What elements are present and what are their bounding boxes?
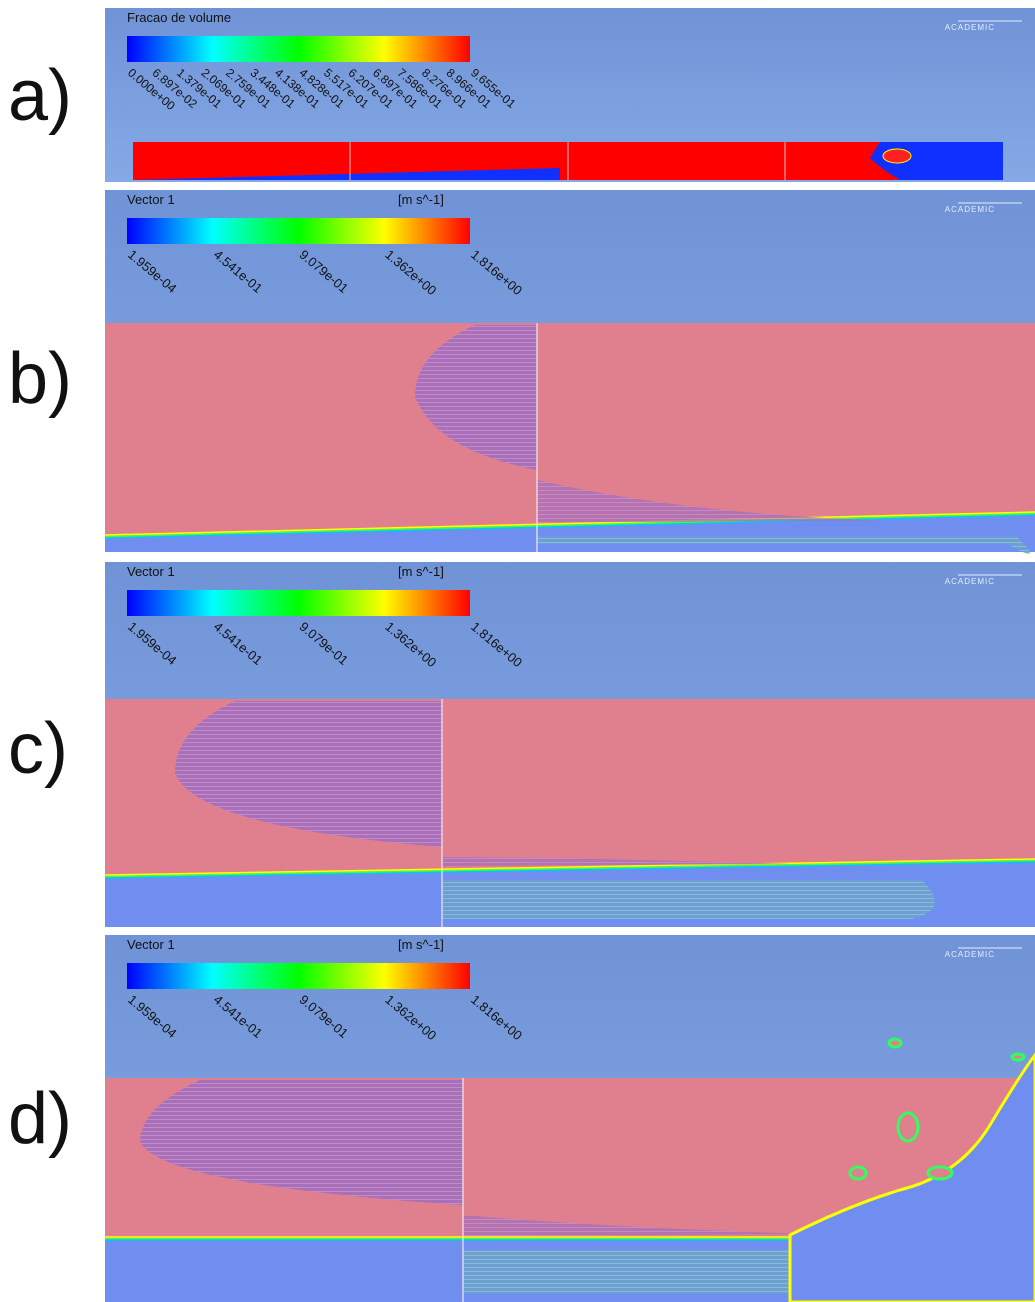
droplet	[883, 149, 911, 163]
watermark: ACADEMIC	[945, 205, 995, 214]
panel-label: a)	[8, 56, 72, 136]
colorbar	[127, 590, 470, 616]
watermark: ACADEMIC	[945, 577, 995, 586]
legend-title: Vector 1	[127, 192, 175, 207]
bubble	[850, 1167, 866, 1179]
legend-unit: [m s^-1]	[398, 564, 444, 579]
watermark: ACADEMIC	[945, 23, 995, 32]
bubble	[928, 1167, 952, 1179]
bubble	[1012, 1054, 1024, 1060]
panel-label: d)	[8, 1079, 72, 1159]
bubble	[898, 1113, 918, 1141]
panel-label: c)	[8, 709, 68, 789]
panel: Fracao de volumeACADEMIC0.000e+006.897e-…	[105, 8, 1035, 182]
colorbar	[127, 36, 470, 62]
legend-title: Vector 1	[127, 937, 175, 952]
water-velocity	[442, 880, 935, 919]
watermark: ACADEMIC	[945, 950, 995, 959]
legend-title: Vector 1	[127, 564, 175, 579]
bubble	[889, 1039, 901, 1047]
legend-title: Fracao de volume	[127, 10, 231, 25]
figure: a)Fracao de volumeACADEMIC0.000e+006.897…	[0, 0, 1035, 1302]
colorbar	[127, 218, 470, 244]
legend-unit: [m s^-1]	[398, 937, 444, 952]
colorbar	[127, 963, 470, 989]
legend-unit: [m s^-1]	[398, 192, 444, 207]
panel-label: b)	[8, 339, 72, 419]
